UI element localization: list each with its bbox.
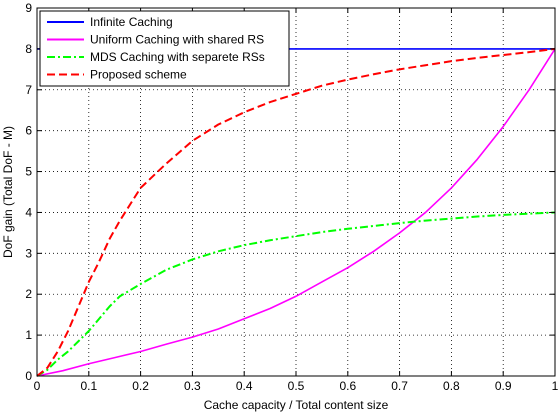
y-axis-label: DoF gain (Total DoF - M) bbox=[1, 126, 15, 258]
legend: Infinite Caching Uniform Caching with sha… bbox=[39, 10, 290, 87]
y-tick-label: 5 bbox=[25, 165, 32, 179]
legend-label: MDS Caching with separete RSs bbox=[90, 50, 265, 64]
x-tick-label: 0.8 bbox=[443, 379, 460, 393]
legend-box bbox=[39, 10, 290, 87]
x-tick-label: 0.3 bbox=[184, 379, 201, 393]
legend-label: Proposed scheme bbox=[90, 68, 187, 82]
x-tick-label: 0.2 bbox=[132, 379, 149, 393]
x-tick-label: 0.5 bbox=[288, 379, 305, 393]
y-tick-label: 8 bbox=[25, 42, 32, 56]
x-tick-label: 0.6 bbox=[339, 379, 356, 393]
y-tick-label: 4 bbox=[25, 205, 32, 219]
y-tick-label: 9 bbox=[25, 1, 32, 15]
x-tick-label: 0.9 bbox=[495, 379, 512, 393]
legend-label: Infinite Caching bbox=[90, 15, 173, 29]
x-tick-label: 0 bbox=[34, 379, 41, 393]
series-line-uniform-caching-with-shared-rs bbox=[36, 48, 556, 377]
x-tick-label: 0.7 bbox=[391, 379, 408, 393]
y-tick-label: 2 bbox=[25, 287, 32, 301]
series-line-mds-caching-with-separete-rss bbox=[36, 211, 556, 377]
y-tick-label: 3 bbox=[25, 246, 32, 260]
y-tick-label: 0 bbox=[25, 369, 32, 383]
x-tick-label: 0.1 bbox=[80, 379, 97, 393]
x-tick-label: 1 bbox=[552, 379, 559, 393]
legend-label: Uniform Caching with shared RS bbox=[90, 33, 264, 47]
series-line-proposed-scheme bbox=[36, 47, 556, 377]
grid bbox=[37, 8, 555, 376]
y-tick-label: 6 bbox=[25, 124, 32, 138]
y-tick-label: 1 bbox=[25, 328, 32, 342]
y-tick-label: 7 bbox=[25, 83, 32, 97]
x-tick-label: 0.4 bbox=[236, 379, 253, 393]
x-axis-label: Cache capacity / Total content size bbox=[204, 398, 389, 412]
